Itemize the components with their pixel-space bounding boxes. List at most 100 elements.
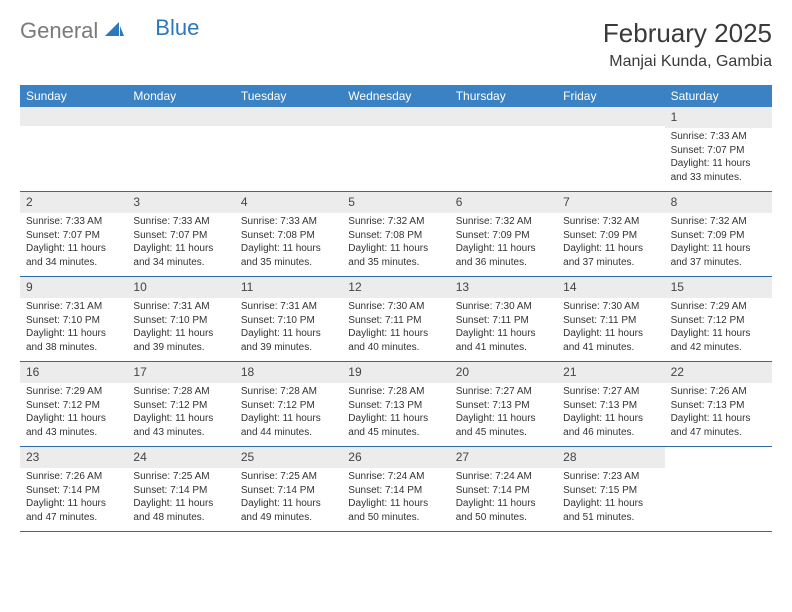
day-cell: 23Sunrise: 7:26 AMSunset: 7:14 PMDayligh… bbox=[20, 447, 127, 531]
daylight-text: Daylight: 11 hours and 49 minutes. bbox=[241, 497, 336, 524]
day-number: 3 bbox=[127, 192, 234, 213]
sunset-text: Sunset: 7:13 PM bbox=[456, 399, 551, 413]
day-number: 23 bbox=[20, 447, 127, 468]
sunset-text: Sunset: 7:09 PM bbox=[671, 229, 766, 243]
daylight-text: Daylight: 11 hours and 47 minutes. bbox=[671, 412, 766, 439]
sunset-text: Sunset: 7:07 PM bbox=[671, 144, 766, 158]
day-body: Sunrise: 7:24 AMSunset: 7:14 PMDaylight:… bbox=[342, 468, 449, 528]
day-number: 16 bbox=[20, 362, 127, 383]
day-cell: 4Sunrise: 7:33 AMSunset: 7:08 PMDaylight… bbox=[235, 192, 342, 276]
day-number: 26 bbox=[342, 447, 449, 468]
day-body: Sunrise: 7:28 AMSunset: 7:12 PMDaylight:… bbox=[127, 383, 234, 443]
sunrise-text: Sunrise: 7:30 AM bbox=[563, 300, 658, 314]
sunset-text: Sunset: 7:13 PM bbox=[563, 399, 658, 413]
day-cell: 26Sunrise: 7:24 AMSunset: 7:14 PMDayligh… bbox=[342, 447, 449, 531]
day-cell: 24Sunrise: 7:25 AMSunset: 7:14 PMDayligh… bbox=[127, 447, 234, 531]
day-body: Sunrise: 7:31 AMSunset: 7:10 PMDaylight:… bbox=[20, 298, 127, 358]
sunset-text: Sunset: 7:12 PM bbox=[241, 399, 336, 413]
day-body: Sunrise: 7:33 AMSunset: 7:07 PMDaylight:… bbox=[665, 128, 772, 188]
daylight-text: Daylight: 11 hours and 39 minutes. bbox=[241, 327, 336, 354]
empty-day-cell bbox=[127, 107, 234, 191]
day-cell: 14Sunrise: 7:30 AMSunset: 7:11 PMDayligh… bbox=[557, 277, 664, 361]
day-number: 14 bbox=[557, 277, 664, 298]
brand-part1: General bbox=[20, 18, 98, 44]
sunrise-text: Sunrise: 7:27 AM bbox=[563, 385, 658, 399]
weeks-container: 1Sunrise: 7:33 AMSunset: 7:07 PMDaylight… bbox=[20, 107, 772, 532]
empty-day-cell bbox=[342, 107, 449, 191]
day-number: 21 bbox=[557, 362, 664, 383]
daylight-text: Daylight: 11 hours and 36 minutes. bbox=[456, 242, 551, 269]
day-number: 8 bbox=[665, 192, 772, 213]
daylight-text: Daylight: 11 hours and 43 minutes. bbox=[26, 412, 121, 439]
day-header-cell: Sunday bbox=[20, 85, 127, 107]
sunset-text: Sunset: 7:11 PM bbox=[456, 314, 551, 328]
daylight-text: Daylight: 11 hours and 45 minutes. bbox=[348, 412, 443, 439]
day-body: Sunrise: 7:25 AMSunset: 7:14 PMDaylight:… bbox=[235, 468, 342, 528]
sunrise-text: Sunrise: 7:29 AM bbox=[26, 385, 121, 399]
sunrise-text: Sunrise: 7:25 AM bbox=[133, 470, 228, 484]
sunrise-text: Sunrise: 7:28 AM bbox=[241, 385, 336, 399]
header-row: General Blue February 2025 Manjai Kunda,… bbox=[20, 18, 772, 71]
sunset-text: Sunset: 7:11 PM bbox=[563, 314, 658, 328]
day-cell: 7Sunrise: 7:32 AMSunset: 7:09 PMDaylight… bbox=[557, 192, 664, 276]
daylight-text: Daylight: 11 hours and 47 minutes. bbox=[26, 497, 121, 524]
day-number: 28 bbox=[557, 447, 664, 468]
day-number bbox=[20, 107, 127, 126]
day-number: 4 bbox=[235, 192, 342, 213]
sunrise-text: Sunrise: 7:32 AM bbox=[456, 215, 551, 229]
day-cell: 2Sunrise: 7:33 AMSunset: 7:07 PMDaylight… bbox=[20, 192, 127, 276]
day-cell: 27Sunrise: 7:24 AMSunset: 7:14 PMDayligh… bbox=[450, 447, 557, 531]
sunrise-text: Sunrise: 7:31 AM bbox=[241, 300, 336, 314]
day-number: 5 bbox=[342, 192, 449, 213]
sunset-text: Sunset: 7:08 PM bbox=[241, 229, 336, 243]
daylight-text: Daylight: 11 hours and 43 minutes. bbox=[133, 412, 228, 439]
week-row: 23Sunrise: 7:26 AMSunset: 7:14 PMDayligh… bbox=[20, 447, 772, 532]
day-number bbox=[235, 107, 342, 126]
daylight-text: Daylight: 11 hours and 41 minutes. bbox=[563, 327, 658, 354]
day-body: Sunrise: 7:32 AMSunset: 7:09 PMDaylight:… bbox=[557, 213, 664, 273]
sunset-text: Sunset: 7:15 PM bbox=[563, 484, 658, 498]
day-cell: 13Sunrise: 7:30 AMSunset: 7:11 PMDayligh… bbox=[450, 277, 557, 361]
day-cell: 6Sunrise: 7:32 AMSunset: 7:09 PMDaylight… bbox=[450, 192, 557, 276]
sunrise-text: Sunrise: 7:33 AM bbox=[241, 215, 336, 229]
daylight-text: Daylight: 11 hours and 51 minutes. bbox=[563, 497, 658, 524]
sunset-text: Sunset: 7:12 PM bbox=[26, 399, 121, 413]
day-cell: 22Sunrise: 7:26 AMSunset: 7:13 PMDayligh… bbox=[665, 362, 772, 446]
sunrise-text: Sunrise: 7:33 AM bbox=[26, 215, 121, 229]
sunrise-text: Sunrise: 7:29 AM bbox=[671, 300, 766, 314]
day-cell: 5 Sunrise: 7:32 AMSunset: 7:08 PMDaylight… bbox=[342, 192, 449, 276]
day-number: 9 bbox=[20, 277, 127, 298]
sunrise-text: Sunrise: 7:32 AM bbox=[348, 215, 443, 229]
brand-logo: General Blue bbox=[20, 18, 199, 44]
day-number: 24 bbox=[127, 447, 234, 468]
daylight-text: Daylight: 11 hours and 48 minutes. bbox=[133, 497, 228, 524]
day-body: Sunrise: 7:30 AMSunset: 7:11 PMDaylight:… bbox=[557, 298, 664, 358]
day-cell: 11Sunrise: 7:31 AMSunset: 7:10 PMDayligh… bbox=[235, 277, 342, 361]
sunset-text: Sunset: 7:13 PM bbox=[348, 399, 443, 413]
sunset-text: Sunset: 7:14 PM bbox=[241, 484, 336, 498]
day-number bbox=[557, 107, 664, 126]
day-number: 17 bbox=[127, 362, 234, 383]
empty-day-cell bbox=[665, 447, 772, 531]
day-cell: 21Sunrise: 7:27 AMSunset: 7:13 PMDayligh… bbox=[557, 362, 664, 446]
day-body: Sunrise: 7:29 AMSunset: 7:12 PMDaylight:… bbox=[665, 298, 772, 358]
daylight-text: Daylight: 11 hours and 40 minutes. bbox=[348, 327, 443, 354]
daylight-text: Daylight: 11 hours and 50 minutes. bbox=[456, 497, 551, 524]
sunset-text: Sunset: 7:08 PM bbox=[348, 229, 443, 243]
sunset-text: Sunset: 7:10 PM bbox=[133, 314, 228, 328]
day-cell: 28Sunrise: 7:23 AMSunset: 7:15 PMDayligh… bbox=[557, 447, 664, 531]
sunset-text: Sunset: 7:10 PM bbox=[241, 314, 336, 328]
day-cell: 3Sunrise: 7:33 AMSunset: 7:07 PMDaylight… bbox=[127, 192, 234, 276]
day-cell: 20Sunrise: 7:27 AMSunset: 7:13 PMDayligh… bbox=[450, 362, 557, 446]
daylight-text: Daylight: 11 hours and 34 minutes. bbox=[26, 242, 121, 269]
day-header-cell: Wednesday bbox=[342, 85, 449, 107]
daylight-text: Daylight: 11 hours and 50 minutes. bbox=[348, 497, 443, 524]
day-number: 13 bbox=[450, 277, 557, 298]
day-header-row: SundayMondayTuesdayWednesdayThursdayFrid… bbox=[20, 85, 772, 107]
sunrise-text: Sunrise: 7:26 AM bbox=[26, 470, 121, 484]
sunrise-text: Sunrise: 7:31 AM bbox=[26, 300, 121, 314]
day-body: Sunrise: 7:23 AMSunset: 7:15 PMDaylight:… bbox=[557, 468, 664, 528]
day-body: Sunrise: 7:27 AMSunset: 7:13 PMDaylight:… bbox=[450, 383, 557, 443]
daylight-text: Daylight: 11 hours and 35 minutes. bbox=[348, 242, 443, 269]
sunrise-text: Sunrise: 7:30 AM bbox=[348, 300, 443, 314]
